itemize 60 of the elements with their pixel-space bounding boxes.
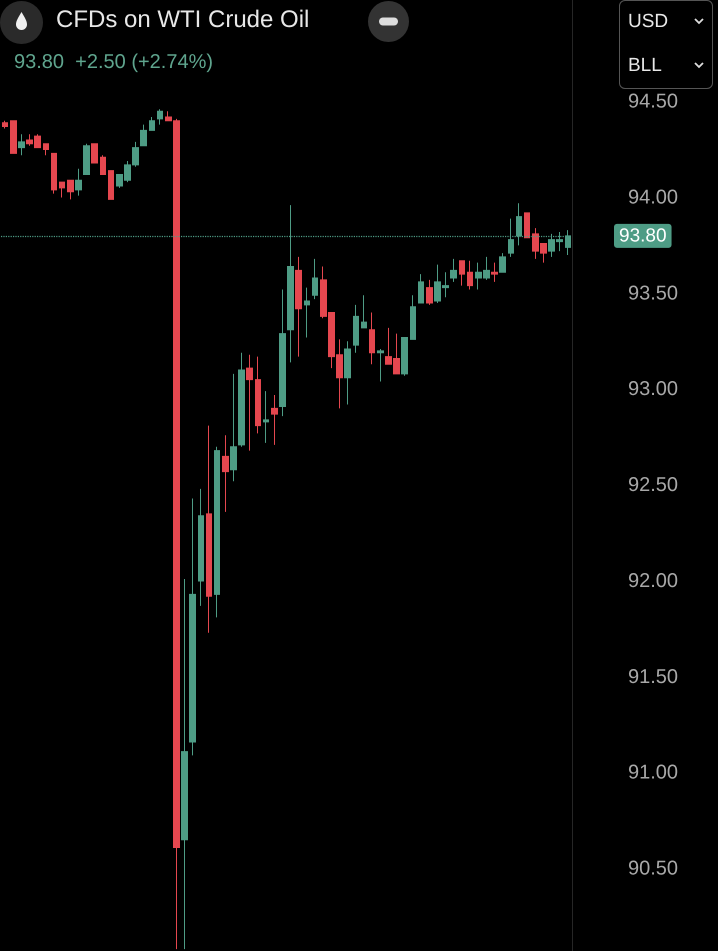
chart-title: CFDs on WTI Crude Oil <box>56 6 310 34</box>
candlestick <box>450 258 457 282</box>
text: BLL <box>628 55 662 77</box>
candlestick <box>59 182 65 198</box>
y-tick-label: 93.50 <box>628 282 678 304</box>
candlestick <box>108 170 114 200</box>
candlestick <box>459 260 465 286</box>
candlestick <box>2 120 8 129</box>
candlestick <box>67 180 74 200</box>
text: USD <box>628 11 668 33</box>
candlestick <box>467 260 473 290</box>
candlestick <box>377 348 384 382</box>
y-tick-label: 94.00 <box>628 186 678 208</box>
candlestick <box>353 304 359 354</box>
candlestick <box>491 262 498 282</box>
candlestick <box>295 256 302 358</box>
candlestick <box>189 498 196 756</box>
candlestick <box>198 488 204 606</box>
candlestick <box>43 143 49 156</box>
candlestick <box>230 373 237 482</box>
candlestick <box>271 394 278 446</box>
candlestick <box>206 425 212 634</box>
text: 93.80 +2.50 (+2.74%) <box>14 51 214 74</box>
y-tick-label: 91.00 <box>628 762 678 784</box>
candlestick <box>140 124 147 146</box>
candlestick <box>157 108 163 126</box>
candlestick <box>304 287 310 338</box>
candlestick <box>410 294 416 340</box>
candlestick <box>10 120 17 154</box>
candlestick <box>361 294 367 328</box>
candlestick <box>214 446 220 618</box>
candlestick <box>255 356 261 434</box>
candlestick <box>149 116 155 131</box>
candlestick <box>181 578 188 950</box>
candlestick <box>246 354 253 452</box>
candlestick <box>91 143 98 164</box>
candlestick <box>222 434 229 512</box>
y-tick-label: 92.50 <box>628 474 678 496</box>
candlestick <box>75 168 82 196</box>
y-tick-label: 93.00 <box>628 378 678 400</box>
candlestick <box>426 279 433 306</box>
candlestick <box>499 252 506 273</box>
y-tick-label: 90.50 <box>628 858 678 880</box>
candlestick <box>312 258 318 300</box>
candlestick <box>369 312 375 365</box>
candlestick <box>100 154 106 175</box>
candlestick <box>344 340 351 406</box>
candlestick <box>238 352 245 448</box>
candlestick <box>18 134 25 156</box>
ref-line-label: 93.80 <box>619 225 667 246</box>
candlestick <box>401 336 408 376</box>
y-tick-label: 94.50 <box>628 90 678 113</box>
candlestick <box>524 212 530 238</box>
candlestick <box>418 274 424 304</box>
candlestick <box>263 390 269 444</box>
candlestick <box>83 143 90 175</box>
y-tick-label: 92.00 <box>628 570 678 592</box>
y-tick-label: 91.50 <box>628 666 678 688</box>
candlestick <box>279 289 286 417</box>
candlestick <box>51 152 57 194</box>
